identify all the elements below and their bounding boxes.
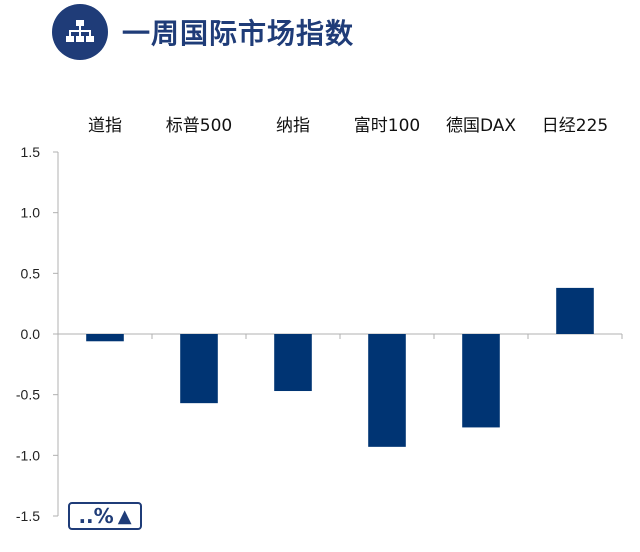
y-tick-label: -0.5 bbox=[16, 387, 40, 403]
category-label: 道指 bbox=[88, 116, 122, 136]
y-tick-label: 1.0 bbox=[21, 205, 41, 221]
category-label: 德国DAX bbox=[446, 116, 516, 136]
header: 一周国际市场指数 bbox=[52, 4, 354, 60]
bar bbox=[368, 334, 406, 447]
y-tick-label: -1.0 bbox=[16, 447, 40, 463]
bar bbox=[86, 334, 124, 342]
category-label: 标普500 bbox=[166, 116, 232, 136]
y-tick-label: 0.5 bbox=[21, 265, 41, 281]
category-label: 富时100 bbox=[354, 116, 420, 136]
y-tick-label: 0.0 bbox=[21, 326, 41, 342]
bar bbox=[462, 334, 500, 428]
triangle-up-icon: ▲ bbox=[117, 505, 132, 527]
bar bbox=[180, 334, 218, 404]
y-tick-label: 1.5 bbox=[21, 144, 41, 160]
bar bbox=[274, 334, 312, 392]
category-label: 纳指 bbox=[276, 116, 310, 136]
y-tick-label: -1.5 bbox=[16, 508, 40, 524]
unit-label: ..% bbox=[78, 504, 114, 528]
page-title: 一周国际市场指数 bbox=[122, 17, 355, 50]
unit-badge: ..% ▲ bbox=[68, 502, 142, 530]
sitemap-icon bbox=[52, 4, 108, 60]
bar bbox=[556, 287, 594, 334]
category-label: 日经225 bbox=[542, 116, 608, 136]
